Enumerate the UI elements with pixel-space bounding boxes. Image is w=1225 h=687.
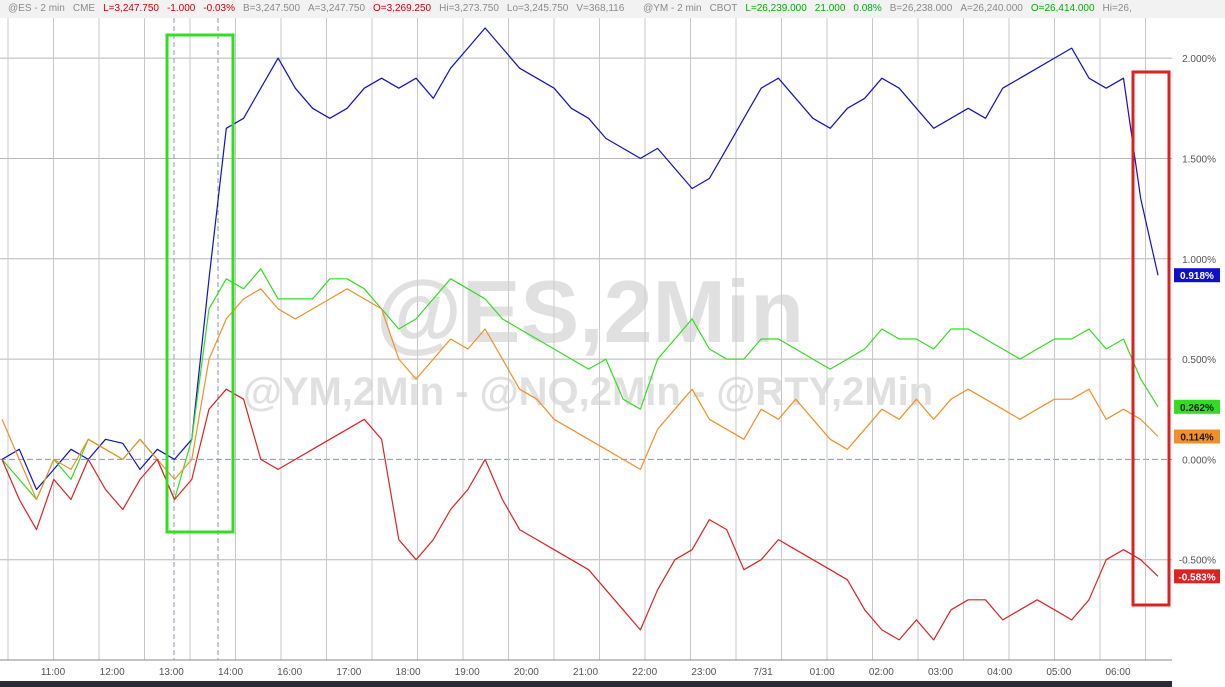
y-tick-label: -0.500% bbox=[1179, 556, 1216, 567]
header-field: Hi=3,273.750 bbox=[439, 3, 499, 14]
y-tick-label: 2.000% bbox=[1182, 54, 1216, 65]
header-field: CBOT bbox=[709, 3, 738, 14]
x-tick-label: 05:00 bbox=[1046, 667, 1071, 678]
watermark-es: @ES,2Min bbox=[376, 262, 804, 361]
header-field: B=26,238.000 bbox=[889, 3, 953, 14]
rty-last-value-label: -0.583% bbox=[1178, 572, 1215, 583]
highlight-box-red bbox=[1131, 70, 1171, 607]
x-axis: 11:00 12:00 13:00 14:00 16:00 17:00 18:00 19:00… bbox=[0, 659, 1172, 687]
header-field: -1.000 bbox=[166, 3, 196, 14]
x-tick-label: 22:00 bbox=[632, 667, 657, 678]
header-field: CME bbox=[72, 3, 96, 14]
watermark: @ES,2Min @YM,2Min - @NQ,2Min - @RTY,2Min bbox=[243, 262, 933, 414]
grid bbox=[0, 18, 1172, 660]
x-tick-label: 17:00 bbox=[336, 667, 361, 678]
x-tick-label: 04:00 bbox=[987, 667, 1012, 678]
header-field: B=3,247.500 bbox=[243, 3, 301, 14]
x-tick-label: 18:00 bbox=[395, 667, 420, 678]
x-tick-label: 21:00 bbox=[573, 667, 598, 678]
quote-header: @ES - 2 min CME L=3,247.750 -1.000 -0.03% B=3… bbox=[0, 0, 1225, 18]
x-tick-label: 11:00 bbox=[41, 667, 66, 678]
x-tick-label: 13:00 bbox=[159, 667, 184, 678]
ym-quote-strip: @YM - 2 min CBOT L=26,239.000 21.000 0.08% B=… bbox=[639, 0, 1136, 18]
header-field: L=3,247.750 bbox=[103, 3, 159, 14]
header-field: O=26,414.000 bbox=[1030, 3, 1095, 14]
x-tick-label: 23:00 bbox=[691, 667, 716, 678]
header-field: 0.08% bbox=[853, 3, 882, 14]
x-tick-label: 01:00 bbox=[810, 667, 835, 678]
x-tick-label: 02:00 bbox=[869, 667, 894, 678]
nq-last-value-badge bbox=[1174, 429, 1220, 444]
x-tick-label: 20:00 bbox=[514, 667, 539, 678]
x-tick-label: 19:00 bbox=[455, 667, 480, 678]
y-tick-label: 0.500% bbox=[1182, 355, 1216, 366]
scrollbar[interactable] bbox=[0, 681, 1172, 687]
header-field: L=26,239.000 bbox=[745, 3, 807, 14]
es-last-value-label: 0.918% bbox=[1180, 271, 1214, 282]
header-field: @YM - 2 min bbox=[643, 3, 702, 14]
header-field: -0.03% bbox=[203, 3, 236, 14]
watermark-others: @YM,2Min - @NQ,2Min - @RTY,2Min bbox=[243, 370, 933, 414]
header-field: Hi=26, bbox=[1102, 3, 1132, 14]
ym-last-value-label: 0.262% bbox=[1180, 403, 1214, 414]
es-quote-strip: @ES - 2 min CME L=3,247.750 -1.000 -0.03% B=3… bbox=[4, 0, 628, 18]
nq-series-line bbox=[1, 288, 1159, 501]
es-last-value-badge bbox=[1174, 268, 1220, 283]
header-field: Lo=3,245.750 bbox=[506, 3, 569, 14]
header-field: O=3,269.250 bbox=[373, 3, 432, 14]
last-value-labels: 0.918% 0.262% 0.114% -0.583% bbox=[1174, 268, 1220, 584]
rty-series-line bbox=[1, 388, 1159, 641]
y-tick-label: 0.000% bbox=[1182, 455, 1216, 466]
header-field: @ES - 2 min bbox=[8, 3, 65, 14]
header-field: V=368,116 bbox=[576, 3, 625, 14]
series-group bbox=[1, 27, 1159, 641]
header-field: A=26,240.000 bbox=[960, 3, 1023, 14]
x-tick-label: 12:00 bbox=[100, 667, 125, 678]
x-tick-label: 14:00 bbox=[218, 667, 243, 678]
es-series-line bbox=[1, 27, 1159, 491]
ym-last-value-badge bbox=[1174, 399, 1220, 414]
x-tick-label: 03:00 bbox=[928, 667, 953, 678]
rty-last-value-badge bbox=[1174, 569, 1220, 584]
header-field: A=3,247.750 bbox=[308, 3, 366, 14]
plot-background bbox=[0, 18, 1172, 660]
y-tick-label: 1.500% bbox=[1182, 154, 1216, 165]
y-tick-label: 1.000% bbox=[1182, 255, 1216, 266]
highlight-box-green bbox=[165, 33, 235, 534]
x-tick-label: 06:00 bbox=[1105, 667, 1130, 678]
y-axis: 2.000% 1.500% 1.000% 0.500% 0.000% -0.500% bbox=[1179, 54, 1216, 567]
ym-series-line bbox=[1, 268, 1159, 501]
header-field: 21.000 bbox=[814, 3, 846, 14]
x-tick-label: 7/31 bbox=[753, 667, 773, 678]
x-tick-label: 16:00 bbox=[277, 667, 302, 678]
nq-last-value-label: 0.114% bbox=[1180, 433, 1213, 444]
